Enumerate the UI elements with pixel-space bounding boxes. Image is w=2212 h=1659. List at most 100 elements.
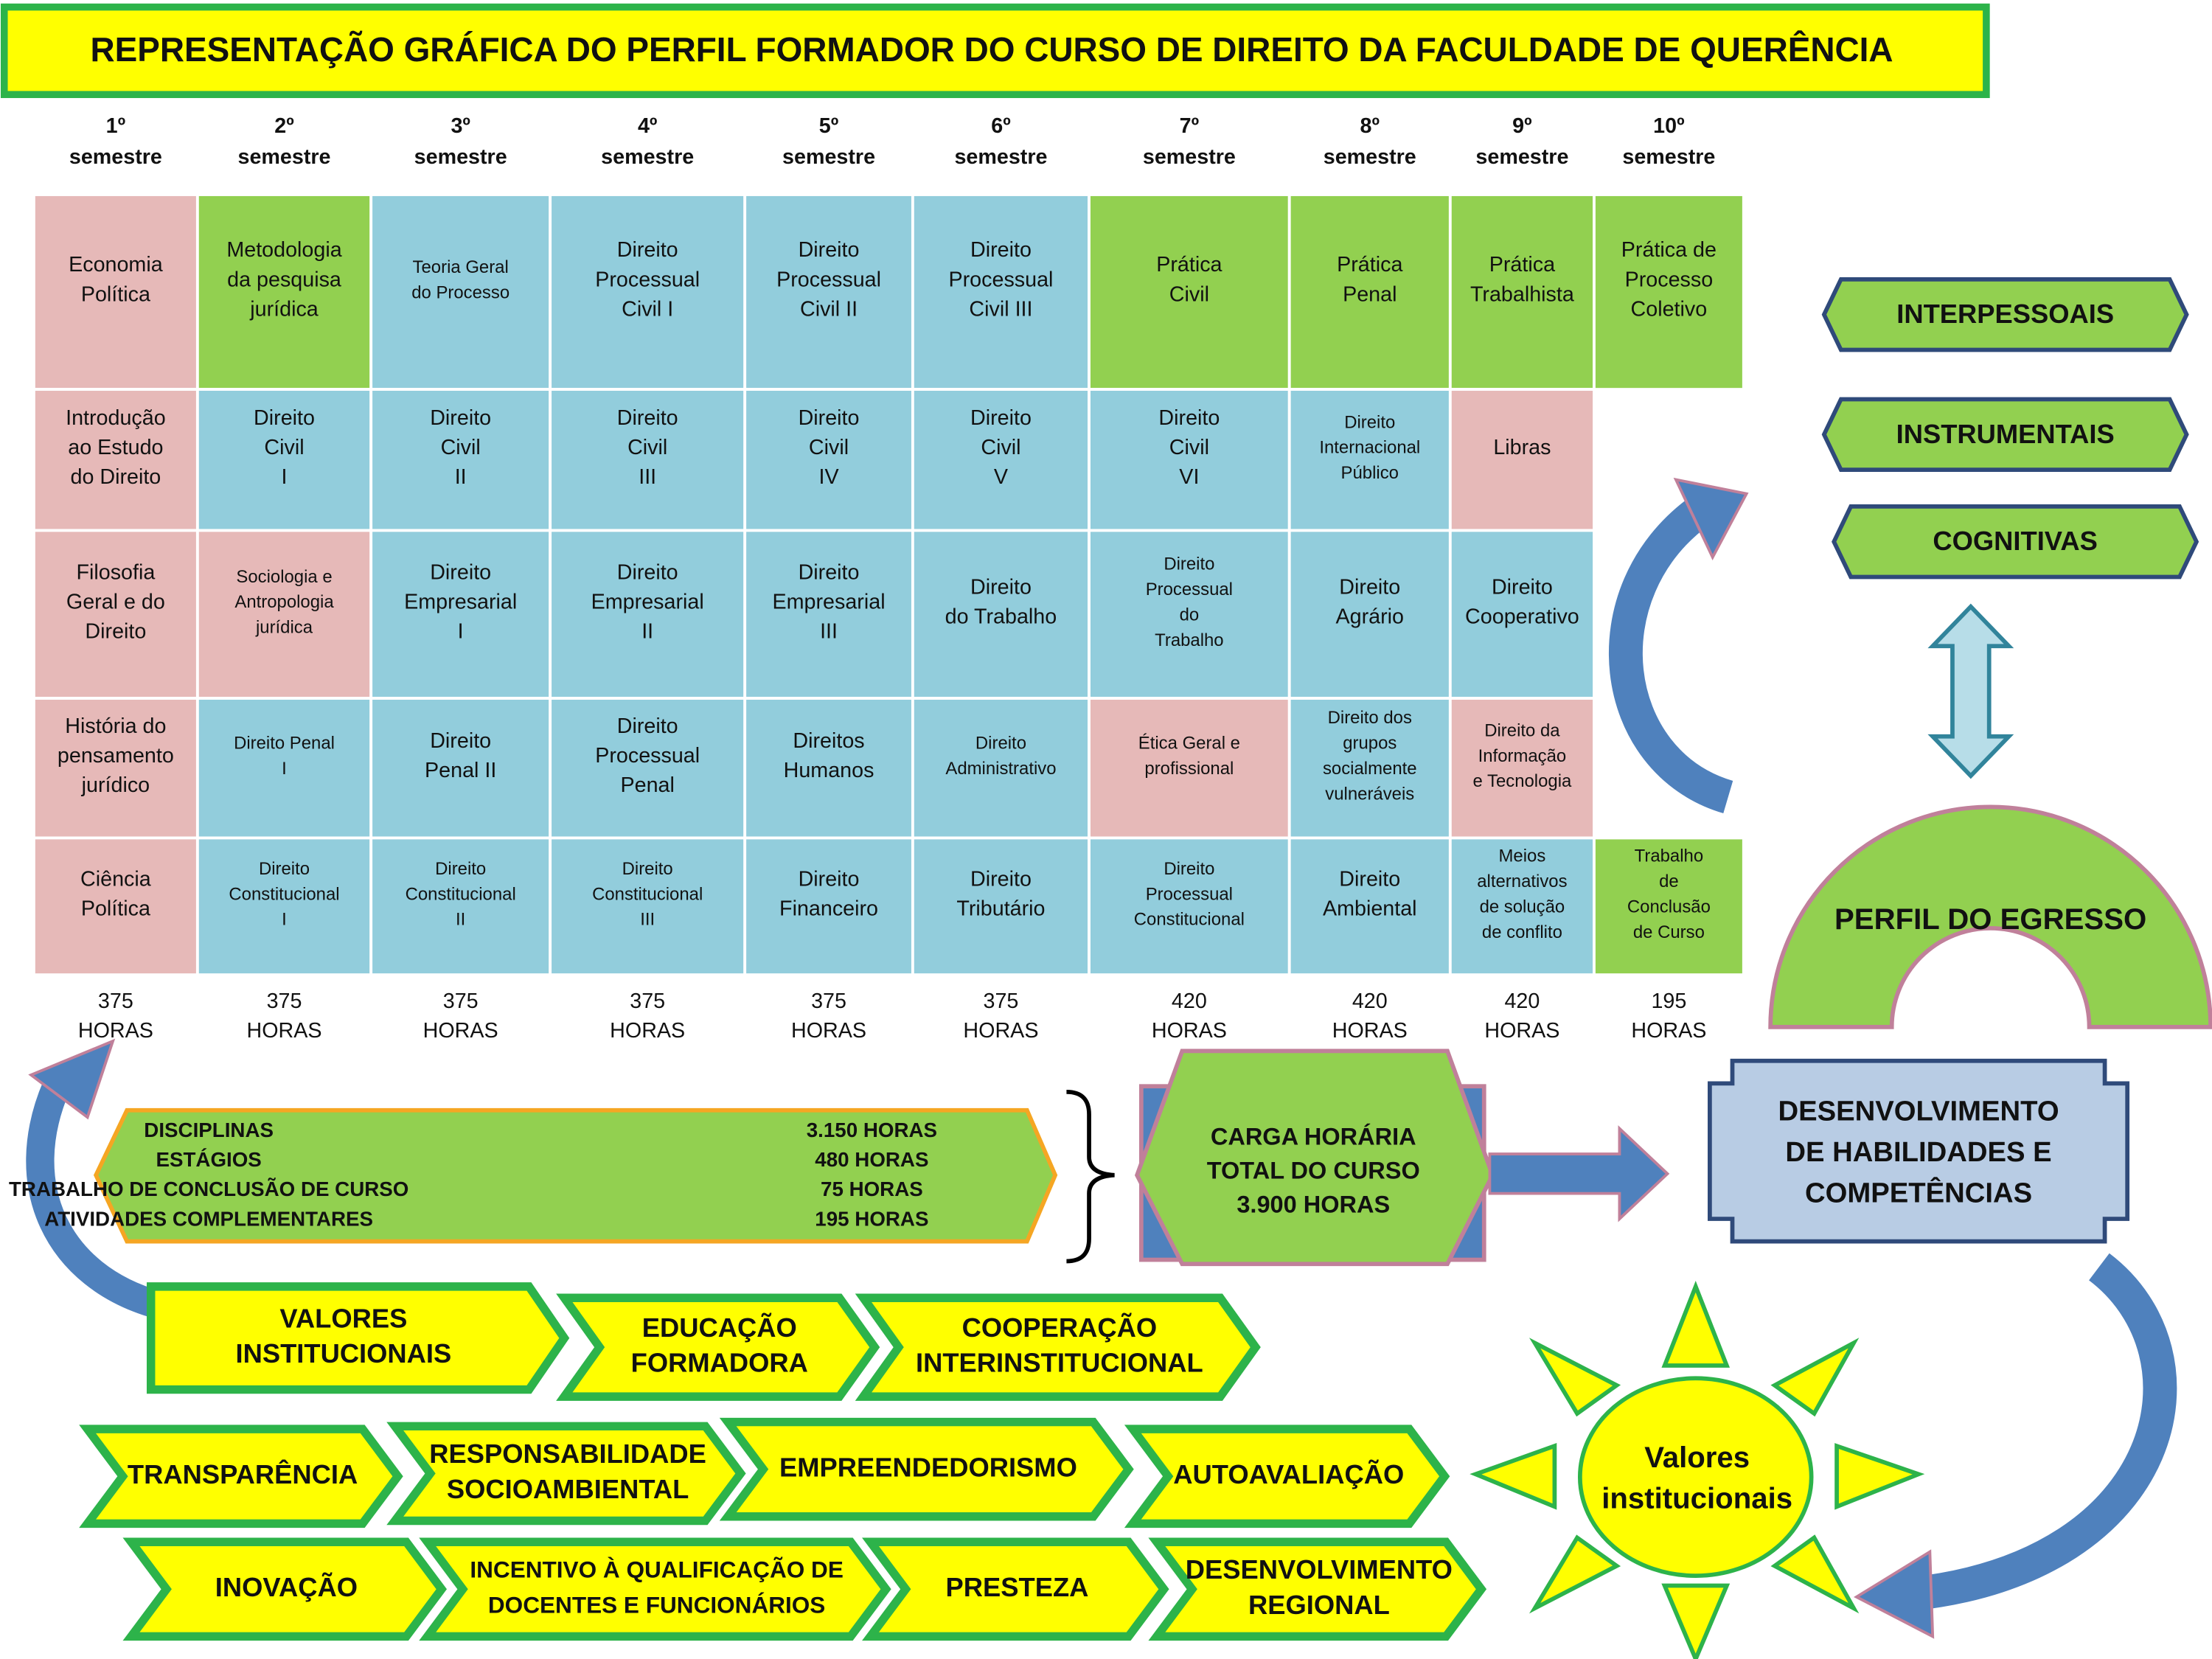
course-name: Empresarial [773, 590, 886, 613]
course-name: Civil [981, 436, 1020, 459]
course-name: Política [81, 897, 150, 921]
curved-arrow [26, 1080, 162, 1319]
semester-label: semestre [782, 145, 875, 169]
arrow-head [1853, 1549, 1935, 1639]
semester-hours: HORAS [1152, 1019, 1227, 1043]
value-chevron [419, 1537, 891, 1641]
course-name: de solução [1480, 897, 1565, 917]
course-name: Meios [1499, 846, 1546, 866]
course-name: Coletivo [1631, 297, 1708, 321]
course-cell [195, 193, 373, 391]
value-chevron [146, 1282, 570, 1394]
course-cell [1448, 697, 1596, 840]
course-cell [911, 193, 1091, 391]
course-cell [1448, 529, 1596, 700]
course-name: Agrário [1336, 605, 1404, 629]
course-name: alternativos [1477, 872, 1567, 891]
course-name: Processual [595, 744, 700, 768]
value-chevron [122, 1537, 448, 1641]
course-cell [911, 529, 1091, 700]
course-cell [743, 193, 914, 391]
value-label: PRESTEZA [946, 1572, 1089, 1602]
value-label: SOCIOAMBIENTAL [447, 1474, 689, 1504]
course-name: I [282, 465, 288, 489]
brace [1066, 1089, 1115, 1264]
semester-label: semestre [601, 145, 694, 169]
value-label: DESENVOLVIMENTO [1186, 1554, 1453, 1585]
course-cell [549, 836, 747, 976]
course-name: Ambiental [1323, 897, 1417, 921]
course-name: Direito [259, 859, 310, 879]
course-name: Direito da [1484, 720, 1560, 740]
course-name: V [994, 465, 1009, 489]
course-cell [1088, 697, 1291, 840]
value-chevron [386, 1422, 746, 1526]
course-name: Civil III [969, 297, 1032, 321]
course-cell [369, 836, 552, 976]
course-name: Civil [441, 436, 481, 459]
course-name: Tributário [956, 897, 1045, 921]
value-chevron [719, 1417, 1134, 1521]
course-name: I [282, 910, 287, 930]
value-label: REGIONAL [1248, 1590, 1390, 1620]
course-name: de Curso [1633, 922, 1705, 942]
course-name: VI [1179, 465, 1199, 489]
semester-label: semestre [69, 145, 162, 169]
course-name: Processo [1625, 268, 1714, 291]
course-name: Metodologia [226, 238, 341, 262]
course-name: Direito [617, 406, 678, 430]
course-name: Direito [430, 406, 491, 430]
curved-arrow [1608, 497, 1733, 814]
course-name: Direito [799, 867, 860, 891]
course-name: Processual [595, 268, 700, 291]
total-text: TOTAL DO CURSO [1207, 1158, 1420, 1184]
sun-core [1577, 1376, 1814, 1578]
course-name: Direito [617, 560, 678, 584]
course-name: Ciência [80, 867, 151, 891]
semester-hours: HORAS [791, 1019, 866, 1043]
course-cell [1088, 193, 1291, 391]
course-name: vulneráveis [1325, 784, 1414, 804]
course-name: Trabalhista [1470, 282, 1574, 306]
semester-label: 2º [274, 114, 293, 138]
course-name: Direito [1158, 406, 1220, 430]
course-name: Constitucional [406, 884, 516, 904]
course-cell [1287, 388, 1452, 532]
course-cell [1088, 388, 1291, 532]
course-name: II [456, 910, 465, 930]
course-name: Conclusão [1627, 897, 1711, 917]
course-name: profissional [1144, 759, 1234, 779]
course-name: Trabalho [1635, 846, 1703, 866]
semester-label: 1º [106, 114, 125, 138]
value-label: COOPERAÇÃO [962, 1312, 1158, 1343]
course-name: Cooperativo [1465, 605, 1579, 629]
semester-label: semestre [954, 145, 1047, 169]
semester-label: 7º [1180, 114, 1199, 138]
course-name: jurídica [255, 618, 313, 638]
course-name: Humanos [784, 759, 874, 782]
course-name: Direito [970, 867, 1032, 891]
course-name: Política [81, 282, 150, 306]
course-name: Constitucional [229, 884, 339, 904]
course-name: Civil [809, 436, 849, 459]
semester-label: semestre [1143, 145, 1236, 169]
semester-hours: 375 [443, 990, 479, 1013]
total-text: CARGA HORÁRIA [1211, 1123, 1416, 1150]
course-name: Prática [1156, 253, 1222, 276]
course-name: Economia [69, 253, 163, 276]
course-name: Direito [970, 238, 1032, 262]
semester-hours: 195 [1651, 990, 1686, 1013]
course-name: Informação [1478, 746, 1567, 766]
workload-label: DISCIPLINAS [144, 1119, 274, 1141]
course-name: Direito [970, 406, 1032, 430]
semester-hours: 375 [984, 990, 1019, 1013]
workload-hours: 75 HORAS [821, 1178, 923, 1200]
course-name: Civil [1169, 436, 1209, 459]
course-cell [195, 388, 373, 532]
course-name: de conflito [1482, 922, 1562, 942]
course-name: Libras [1493, 436, 1551, 459]
course-name: jurídica [249, 297, 319, 321]
semester-label: 8º [1360, 114, 1380, 138]
course-cell [911, 388, 1091, 532]
semester-label: 3º [451, 114, 470, 138]
